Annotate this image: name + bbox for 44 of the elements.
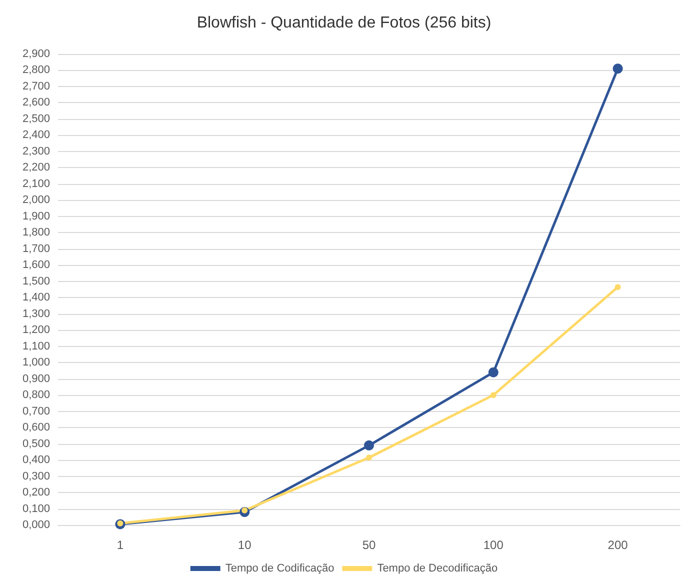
y-tick-label: 0,200	[22, 486, 50, 499]
y-tick-label: 1,700	[22, 242, 50, 255]
y-tick-label: 1,300	[22, 308, 50, 320]
legend-label: Tempo de Decodificação	[377, 562, 498, 574]
y-tick-label: 0,600	[22, 422, 50, 434]
point	[490, 392, 496, 398]
y-tick-label: 0,400	[22, 454, 50, 466]
y-tick-label: 0,100	[22, 502, 50, 515]
y-tick-label: 2,500	[22, 112, 50, 125]
y-tick-label: 1,400	[22, 292, 50, 304]
y-tick-label: 0,800	[22, 389, 50, 402]
point	[612, 64, 623, 74]
y-tick-label: 2,200	[22, 162, 50, 174]
x-tick-label: 200	[608, 538, 628, 552]
chart-title: Blowfish - Quantidade de Fotos (256 bits)	[196, 14, 492, 32]
x-tick-label: 1	[116, 538, 124, 552]
x-tick-label: 100	[483, 538, 504, 552]
y-tick-label: 2,800	[22, 64, 50, 76]
y-tick-label: 1,200	[22, 324, 50, 336]
y-tick-label: 0,000	[22, 519, 50, 531]
y-tick-label: 2,100	[22, 178, 50, 190]
point	[364, 440, 374, 450]
y-tick-label: 2,600	[22, 96, 50, 109]
y-tick-label: 1,600	[22, 259, 50, 272]
y-tick-label: 1,100	[22, 340, 50, 352]
point	[366, 454, 372, 461]
x-tick-label: 10	[238, 538, 252, 552]
y-tick-label: 1,800	[22, 226, 50, 239]
point	[488, 367, 498, 378]
y-tick-label: 2,700	[22, 80, 50, 92]
x-tick-label: 50	[362, 538, 376, 552]
point	[614, 284, 621, 290]
y-tick-label: 1,500	[22, 275, 50, 288]
y-tick-label: 0,700	[22, 405, 50, 418]
y-tick-label: 1,000	[22, 356, 50, 369]
y-tick-label: 2,400	[22, 129, 50, 142]
y-tick-label: 2,000	[22, 194, 50, 206]
y-tick-label: 1,900	[22, 210, 50, 222]
y-tick-label: 0,500	[22, 438, 50, 450]
y-tick-label: 2,900	[22, 48, 50, 60]
y-tick-label: 0,900	[22, 372, 50, 385]
y-tick-label: 2,300	[22, 145, 50, 158]
legend-label: Tempo de Codificação	[225, 562, 334, 574]
y-tick-label: 0,300	[22, 470, 50, 482]
